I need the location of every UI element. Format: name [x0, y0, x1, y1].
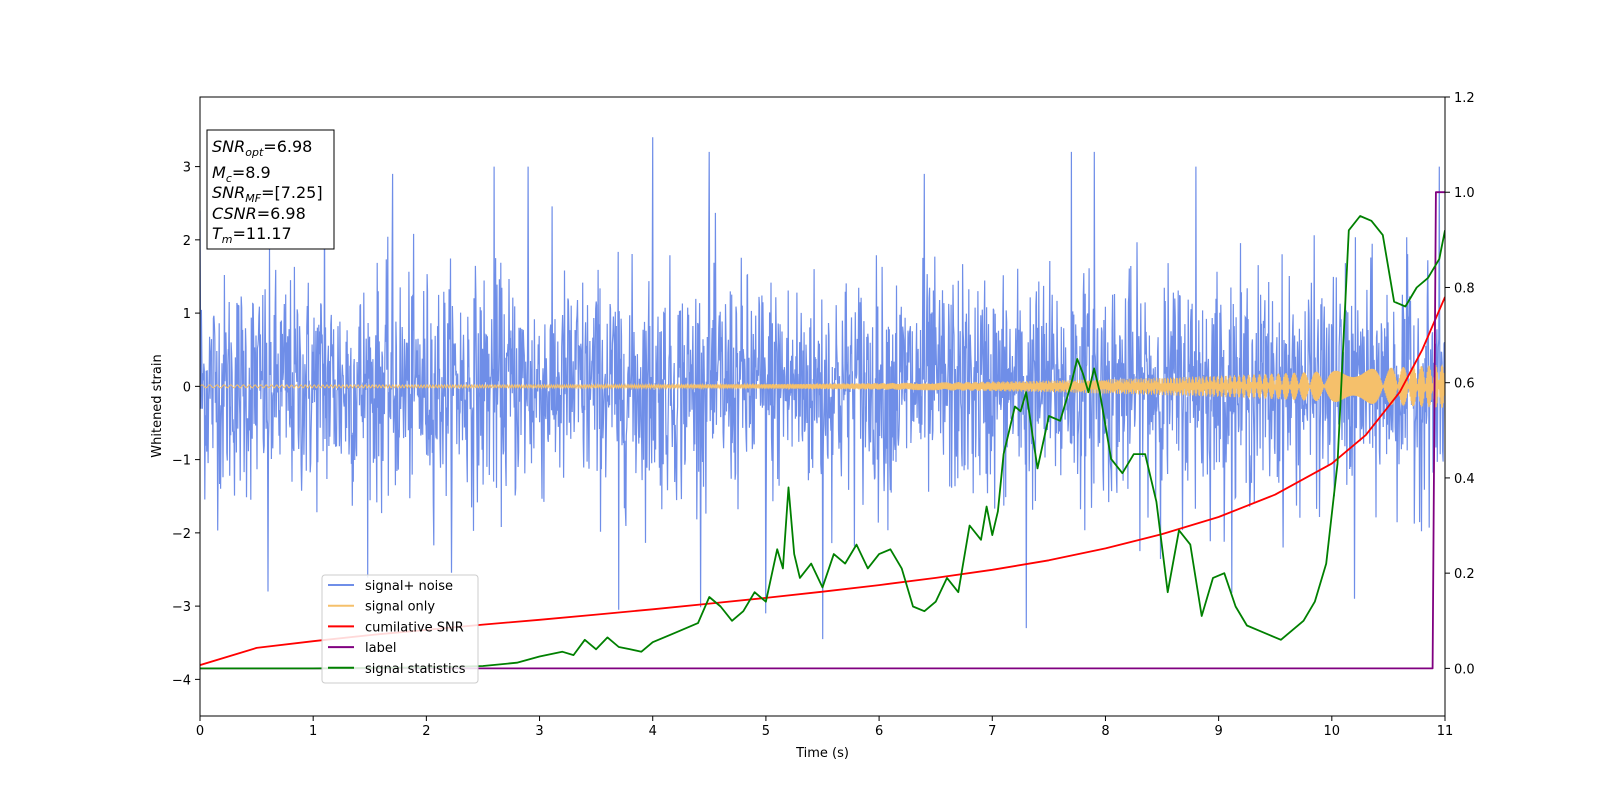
tm-text: Tm=11.17	[212, 224, 292, 246]
x-tick-label: 5	[762, 724, 770, 739]
x-tick-label: 11	[1437, 724, 1454, 739]
signal-noise-series	[200, 137, 1445, 640]
legend-frame	[321, 574, 479, 684]
signal-only-series	[200, 364, 1445, 408]
signal-noise-line	[200, 137, 1445, 640]
x-tick-label: 1	[309, 724, 317, 739]
x-tick-label: 4	[649, 724, 657, 739]
legend-label: signal+ noise	[365, 579, 453, 594]
y-tick-label: 2	[183, 234, 191, 249]
y2-tick-label: 0.6	[1454, 377, 1475, 392]
y-tick-label: 3	[183, 161, 191, 176]
y-tick-label: −2	[172, 527, 191, 542]
snr-opt-text: SNRopt=6.98	[212, 137, 312, 159]
y-axis-ticks: −4 −3 −2 −1 0 1 2 3	[172, 161, 200, 688]
snr-mf-text: SNRMF=[7.25]	[212, 183, 323, 205]
x-axis-label: Time (s)	[795, 746, 849, 761]
y-tick-label: −3	[172, 600, 191, 615]
mc-text: Mc=8.9	[212, 163, 271, 185]
y2-tick-label: 1.2	[1454, 91, 1475, 106]
x-tick-label: 10	[1324, 724, 1341, 739]
y-tick-label: −1	[172, 454, 191, 469]
y2-tick-label: 0.4	[1454, 472, 1475, 487]
x-tick-label: 3	[535, 724, 543, 739]
y2-tick-label: 0.0	[1454, 662, 1475, 677]
y2-tick-label: 1.0	[1454, 186, 1475, 201]
signal-statistics-line	[200, 215, 1445, 670]
x-tick-label: 8	[1101, 724, 1109, 739]
y-tick-label: 1	[183, 307, 191, 322]
x-tick-label: 2	[422, 724, 430, 739]
legend: signal+ noise signal only cumilative SNR la…	[321, 574, 479, 684]
y-tick-label: −4	[172, 673, 191, 688]
legend-label: signal statistics	[365, 662, 466, 677]
x-tick-label: 6	[875, 724, 883, 739]
y2-axis-ticks: 0.0 0.2 0.4 0.6 0.8 1.0 1.2	[1445, 91, 1475, 677]
annotation-frame	[206, 129, 335, 250]
x-axis-ticks: 0 1 2 3 4 5 6 7 8 9 10 11	[196, 716, 1453, 739]
axes-frame	[199, 96, 1446, 717]
signal-only-line	[200, 364, 1445, 408]
csnr-text: CSNR=6.98	[212, 204, 306, 223]
label-line	[200, 191, 1445, 670]
y2-tick-label: 0.8	[1454, 281, 1475, 296]
y-axis-label: Whitened strain	[150, 354, 165, 457]
x-tick-label: 7	[988, 724, 996, 739]
legend-label: label	[365, 641, 396, 656]
y-tick-label: 0	[183, 380, 191, 395]
legend-label: signal only	[365, 600, 435, 615]
legend-label: cumilative SNR	[365, 620, 464, 635]
x-tick-label: 9	[1214, 724, 1222, 739]
metrics-annotation-box: SNRopt=6.98 Mc=8.9 SNRMF=[7.25] CSNR=6.9…	[206, 129, 335, 250]
x-tick-label: 0	[196, 724, 204, 739]
y2-tick-label: 0.2	[1454, 567, 1475, 582]
